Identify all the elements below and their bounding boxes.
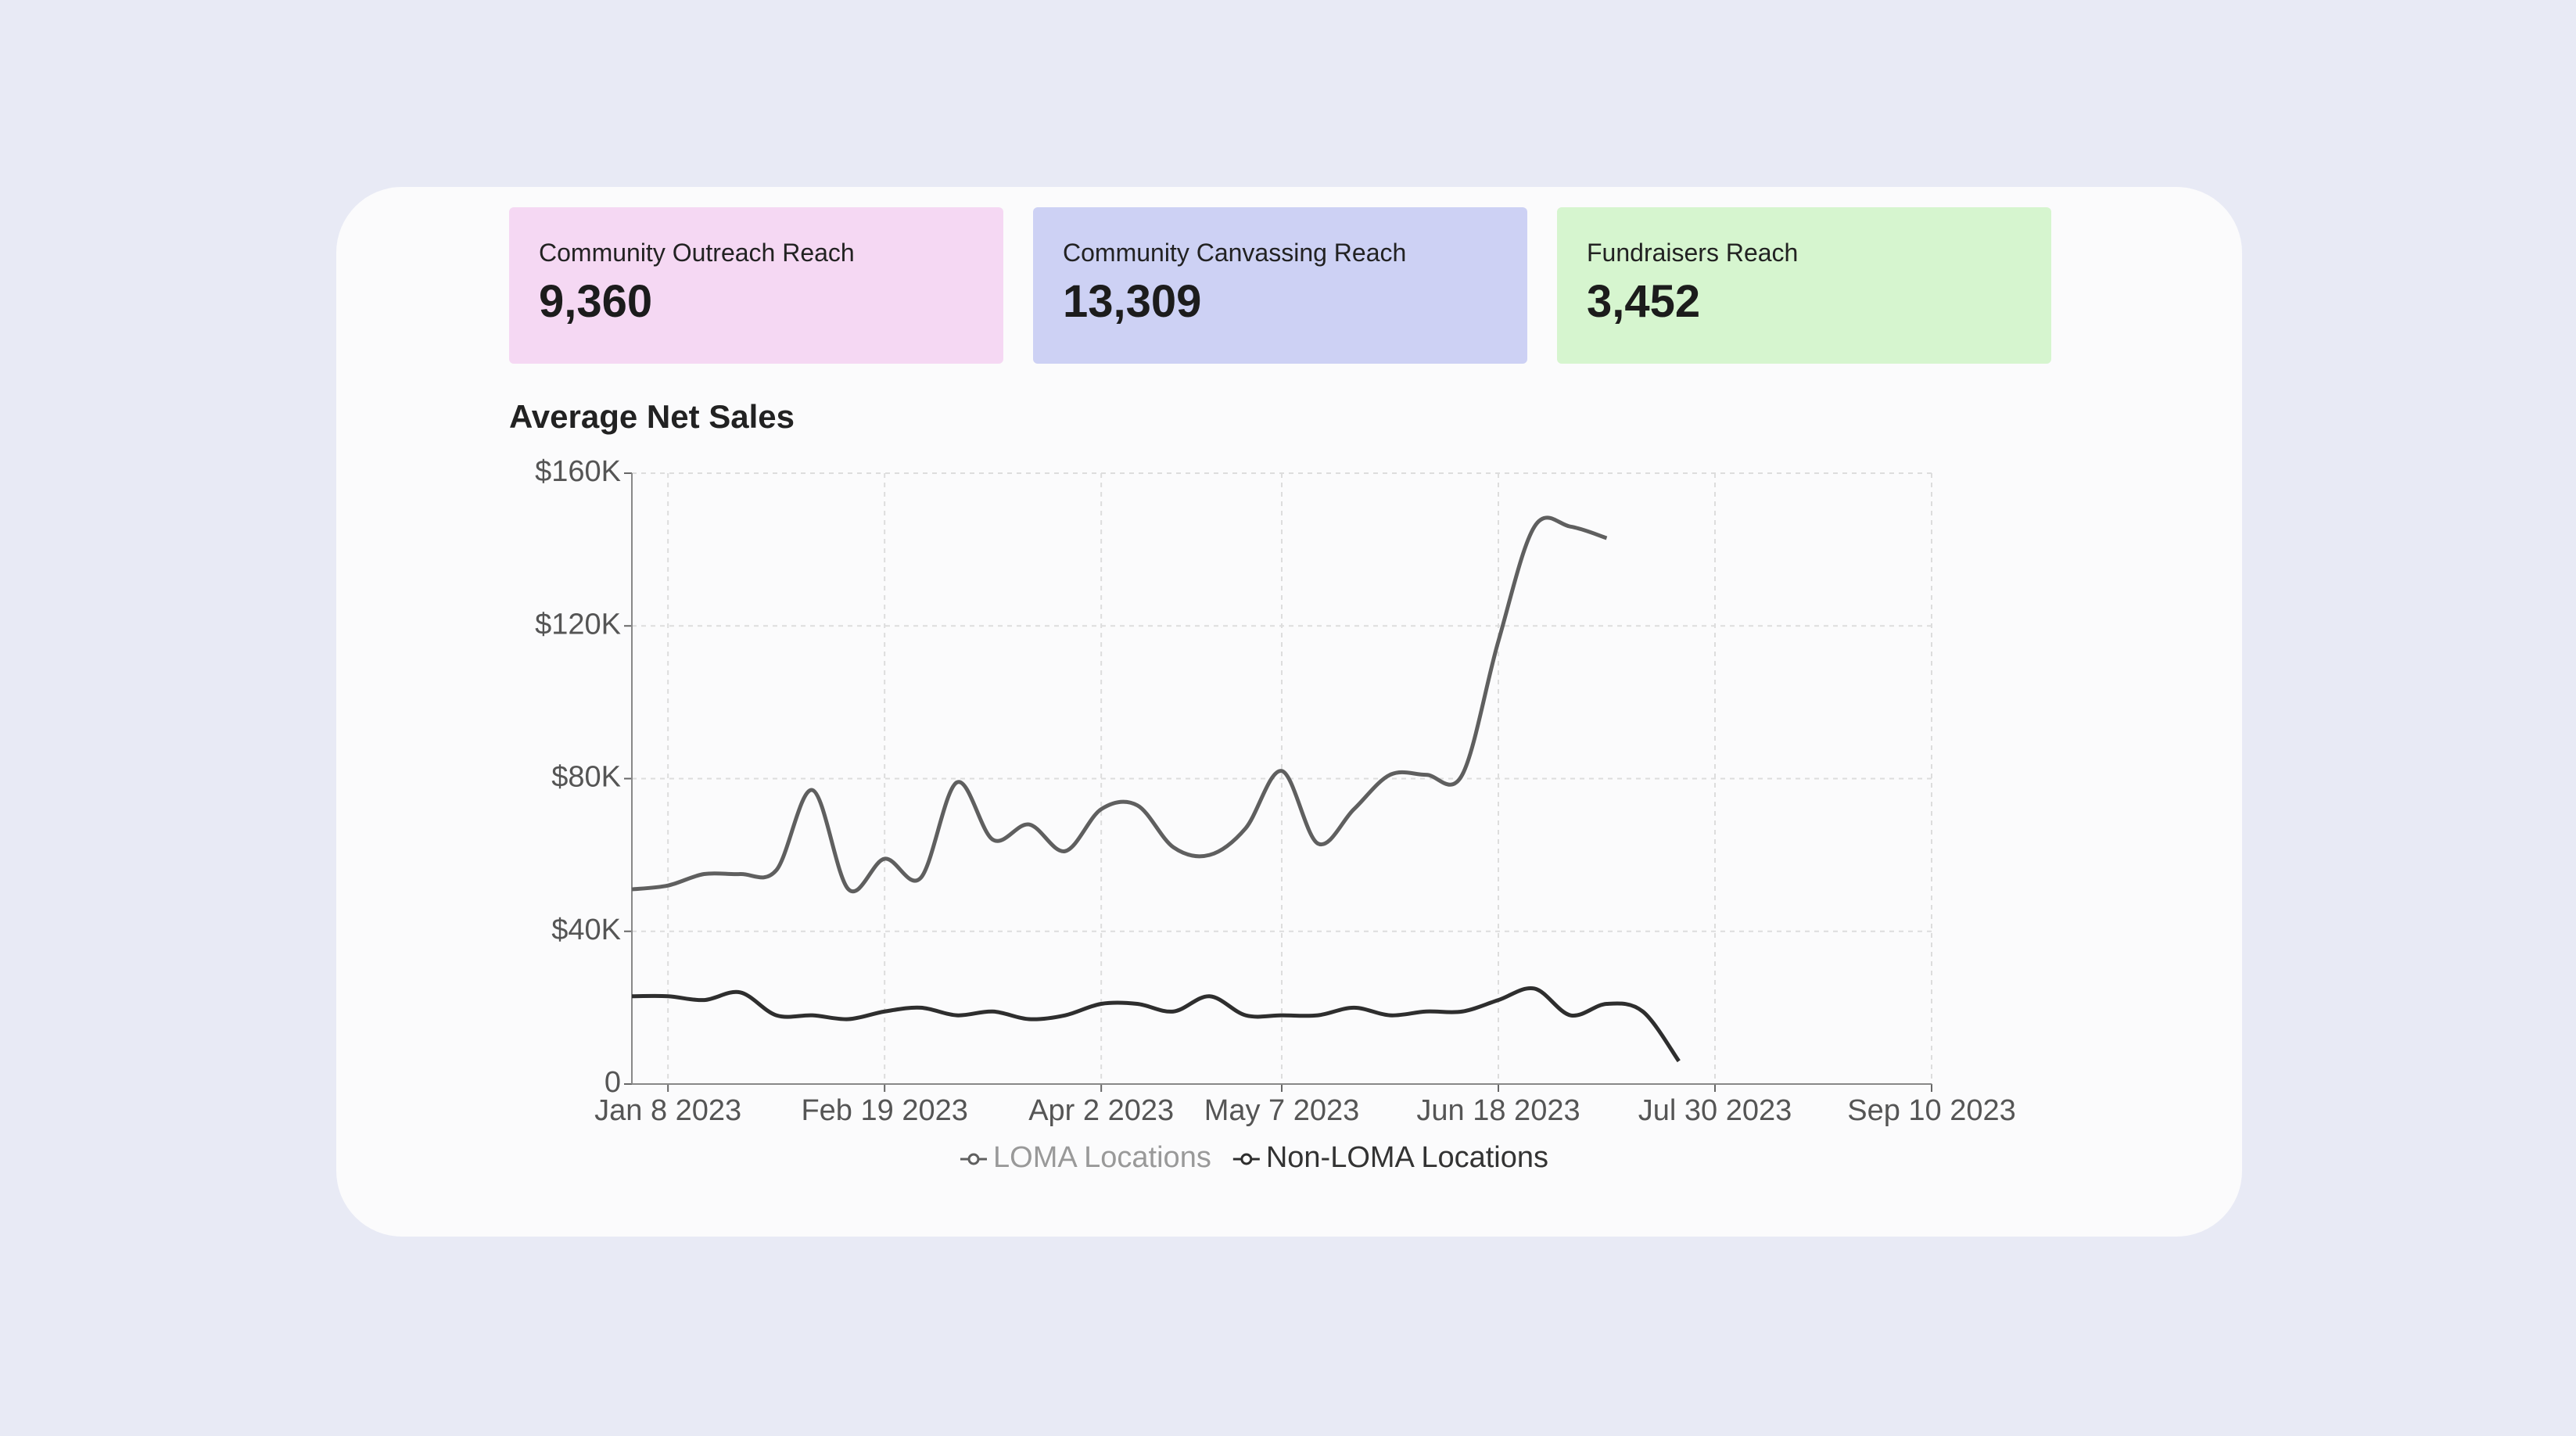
y-tick-label: $40K bbox=[551, 914, 621, 946]
legend-marker bbox=[1240, 1153, 1253, 1165]
kpi-value: 9,360 bbox=[539, 276, 653, 327]
line-series bbox=[631, 515, 1608, 894]
y-tick-label: 0 bbox=[605, 1066, 621, 1099]
kpi-label: Fundraisers Reach bbox=[1587, 239, 1799, 267]
legend-label: LOMA Locations bbox=[993, 1141, 1211, 1174]
x-tick-label: Sep 10 2023 bbox=[1847, 1094, 2016, 1127]
legend-label: Non-LOMA Locations bbox=[1266, 1141, 1548, 1174]
x-tick-label: Feb 19 2023 bbox=[801, 1094, 967, 1127]
kpi-value: 13,309 bbox=[1063, 276, 1202, 327]
kpi-label: Community Outreach Reach bbox=[539, 239, 855, 267]
kpi-card: Community Canvassing Reach 13,309 bbox=[1033, 207, 1527, 364]
x-tick-label: Jul 30 2023 bbox=[1638, 1094, 1792, 1127]
kpi-label: Community Canvassing Reach bbox=[1063, 239, 1407, 267]
y-tick-label: $80K bbox=[551, 761, 621, 794]
y-tick-label: $120K bbox=[535, 608, 621, 641]
chart-title: Average Net Sales bbox=[509, 398, 795, 435]
x-tick-label: Jan 8 2023 bbox=[594, 1094, 741, 1127]
legend-marker bbox=[967, 1153, 980, 1165]
kpi-card: Fundraisers Reach 3,452 bbox=[1557, 207, 2051, 364]
kpi-value: 3,452 bbox=[1587, 276, 1701, 327]
y-tick-label: $160K bbox=[535, 455, 621, 488]
x-tick-label: Apr 2 2023 bbox=[1028, 1094, 1174, 1127]
kpi-card: Community Outreach Reach 9,360 bbox=[509, 207, 1003, 364]
line-series bbox=[631, 985, 1681, 1063]
x-tick-label: Jun 18 2023 bbox=[1416, 1094, 1580, 1127]
x-tick-label: May 7 2023 bbox=[1204, 1094, 1360, 1127]
